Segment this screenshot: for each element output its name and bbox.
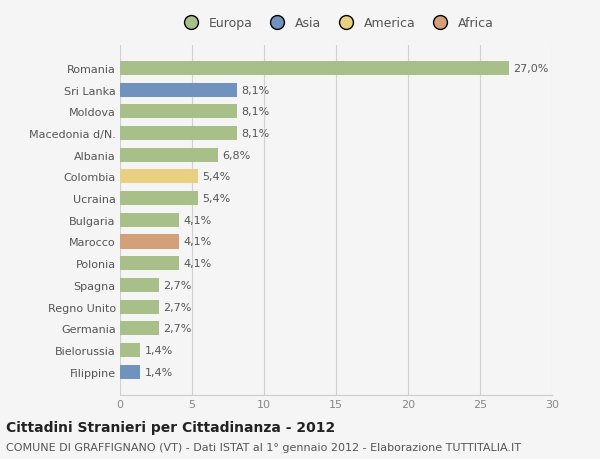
Bar (120, 321, 159, 336)
Bar (120, 257, 179, 271)
Text: 8,1%: 8,1% (241, 85, 269, 95)
Text: 5,4%: 5,4% (202, 194, 230, 204)
Bar (120, 62, 509, 76)
Bar (120, 170, 198, 184)
Text: 4,1%: 4,1% (184, 237, 212, 247)
Text: 2,7%: 2,7% (163, 302, 191, 312)
Bar (120, 343, 140, 357)
Bar (120, 365, 140, 379)
Bar (120, 278, 159, 292)
Text: 8,1%: 8,1% (241, 129, 269, 139)
Text: Cittadini Stranieri per Cittadinanza - 2012: Cittadini Stranieri per Cittadinanza - 2… (6, 420, 335, 434)
Text: 27,0%: 27,0% (513, 64, 548, 74)
Bar (120, 148, 218, 162)
Text: 8,1%: 8,1% (241, 107, 269, 117)
Bar (120, 235, 179, 249)
Text: 2,7%: 2,7% (163, 324, 191, 334)
Text: 1,4%: 1,4% (145, 345, 173, 355)
Bar (120, 84, 236, 97)
Bar (120, 213, 179, 227)
Legend: Europa, Asia, America, Africa: Europa, Asia, America, Africa (176, 15, 496, 33)
Text: COMUNE DI GRAFFIGNANO (VT) - Dati ISTAT al 1° gennaio 2012 - Elaborazione TUTTIT: COMUNE DI GRAFFIGNANO (VT) - Dati ISTAT … (6, 442, 521, 452)
Bar (120, 105, 236, 119)
Text: 5,4%: 5,4% (202, 172, 230, 182)
Text: 4,1%: 4,1% (184, 215, 212, 225)
Text: 6,8%: 6,8% (222, 151, 250, 160)
Bar (120, 192, 198, 206)
Text: 2,7%: 2,7% (163, 280, 191, 290)
Bar (120, 127, 236, 141)
Text: 1,4%: 1,4% (145, 367, 173, 377)
Bar (120, 300, 159, 314)
Text: 4,1%: 4,1% (184, 258, 212, 269)
